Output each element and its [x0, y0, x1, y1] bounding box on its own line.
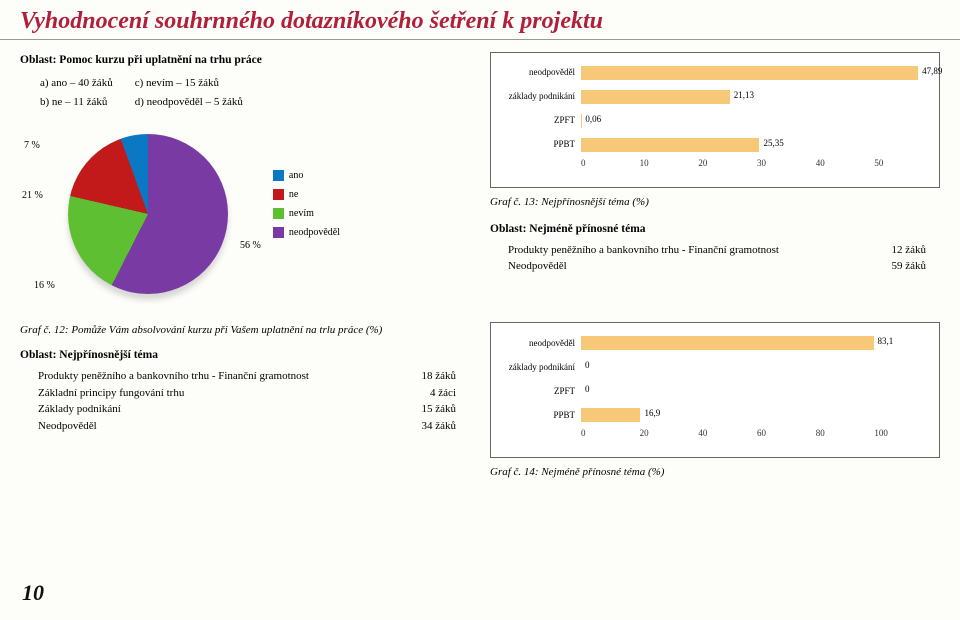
bar-xtick: 100 [874, 427, 933, 441]
bar-xtick: 30 [757, 157, 816, 171]
bar-xtick: 0 [581, 157, 640, 171]
bar: 16,9 [581, 408, 640, 422]
graf13-caption: Graf č. 13: Nejpřínosnější téma (%) [490, 194, 940, 211]
bar-value: 0,06 [585, 113, 601, 127]
q1-opt-d: d) neodpověděl – 5 žáků [135, 94, 263, 111]
bar-xtick: 50 [874, 157, 933, 171]
legend-nevim: nevím [289, 206, 314, 221]
bar-value: 16,9 [644, 407, 660, 421]
graf12-caption: Graf č. 12: Pomůže Vám absolvování kurzu… [20, 322, 470, 339]
bar-ylabel: ZPFT [495, 114, 581, 128]
bar-chart-14: neodpověděl 83,1 základy podnikání 0 ZPF… [490, 322, 940, 458]
q2-line2-v: 59 žáků [891, 258, 940, 275]
q2-line2: Neodpověděl [508, 258, 567, 275]
bar-ylabel: PPBT [495, 409, 581, 423]
q1-opt-a: a) ano – 40 žáků [40, 75, 133, 92]
q2-title: Oblast: Nejméně přínosné téma [490, 221, 940, 238]
q1-opt-c: c) nevím – 15 žáků [135, 75, 263, 92]
q1-opt-b: b) ne – 11 žáků [40, 94, 133, 111]
bar-xtick: 40 [698, 427, 757, 441]
list-item-value: 34 žáků [421, 418, 470, 435]
bar-xtick: 20 [640, 427, 699, 441]
pie-legend: ano ne nevím neodpověděl [273, 168, 340, 244]
bar-xtick: 80 [816, 427, 875, 441]
bar-value: 0 [585, 383, 590, 397]
bar-xtick: 0 [581, 427, 640, 441]
bar-xtick: 40 [816, 157, 875, 171]
legend-ne: ne [289, 187, 298, 202]
list-item-value: 18 žáků [421, 368, 470, 385]
bar: 21,13 [581, 90, 730, 104]
pie-label-c: 21 % [22, 188, 43, 203]
bar-value: 0 [585, 359, 590, 373]
list-item: Základy podnikání 15 žáků [38, 401, 470, 418]
bar-ylabel: PPBT [495, 138, 581, 152]
bar-value: 83,1 [878, 335, 894, 349]
pie-chart: 7 % 21 % 16 % 56 % ano ne nevím neodpově… [20, 118, 280, 308]
list-item: Neodpověděl 34 žáků [38, 418, 470, 435]
bar-chart-13: neodpověděl 47,89 základy podnikání 21,1… [490, 52, 940, 188]
list-item-value: 4 žáci [430, 385, 470, 402]
q3-title: Oblast: Nejpřínosnější téma [20, 347, 470, 364]
bar: 25,35 [581, 138, 759, 152]
bar-value: 25,35 [763, 137, 783, 151]
bar-xtick: 20 [698, 157, 757, 171]
list-item: Produkty peněžního a bankovního trhu - F… [38, 368, 470, 385]
legend-neodp: neodpověděl [289, 225, 340, 240]
pie-label-b: 16 % [34, 278, 55, 293]
list-item-label: Produkty peněžního a bankovního trhu - F… [38, 368, 309, 385]
q1-answers: a) ano – 40 žáků c) nevím – 15 žáků b) n… [38, 73, 265, 112]
bar-ylabel: základy podnikání [495, 90, 581, 104]
bar-ylabel: neodpověděl [495, 337, 581, 351]
page-title: Vyhodnocení souhrnného dotazníkového šet… [20, 8, 940, 35]
bar-ylabel: základy podnikání [495, 361, 581, 375]
bar: 83,1 [581, 336, 874, 350]
q3-list: Produkty peněžního a bankovního trhu - F… [20, 368, 470, 434]
bar-xtick: 60 [757, 427, 816, 441]
graf14-caption: Graf č. 14: Nejméně přínosné téma (%) [490, 464, 940, 481]
bar-value: 21,13 [734, 89, 754, 103]
bar-ylabel: ZPFT [495, 385, 581, 399]
bar-ylabel: neodpověděl [495, 66, 581, 80]
list-item-label: Základy podnikání [38, 401, 121, 418]
bar-value: 47,89 [922, 65, 942, 79]
pie-label-a: 56 % [240, 238, 261, 253]
legend-ano: ano [289, 168, 303, 183]
list-item: Základní principy fungování trhu 4 žáci [38, 385, 470, 402]
bar-xtick: 10 [640, 157, 699, 171]
list-item-value: 15 žáků [421, 401, 470, 418]
page-number: 10 [22, 580, 44, 606]
pie-label-d: 7 % [24, 138, 40, 153]
q2-line1: Produkty peněžního a bankovního trhu - F… [508, 242, 779, 259]
q2-line1-v: 12 žáků [891, 242, 940, 259]
bar: 47,89 [581, 66, 918, 80]
q1-title: Oblast: Pomoc kurzu při uplatnění na trh… [20, 52, 470, 69]
list-item-label: Neodpověděl [38, 418, 97, 435]
list-item-label: Základní principy fungování trhu [38, 385, 184, 402]
